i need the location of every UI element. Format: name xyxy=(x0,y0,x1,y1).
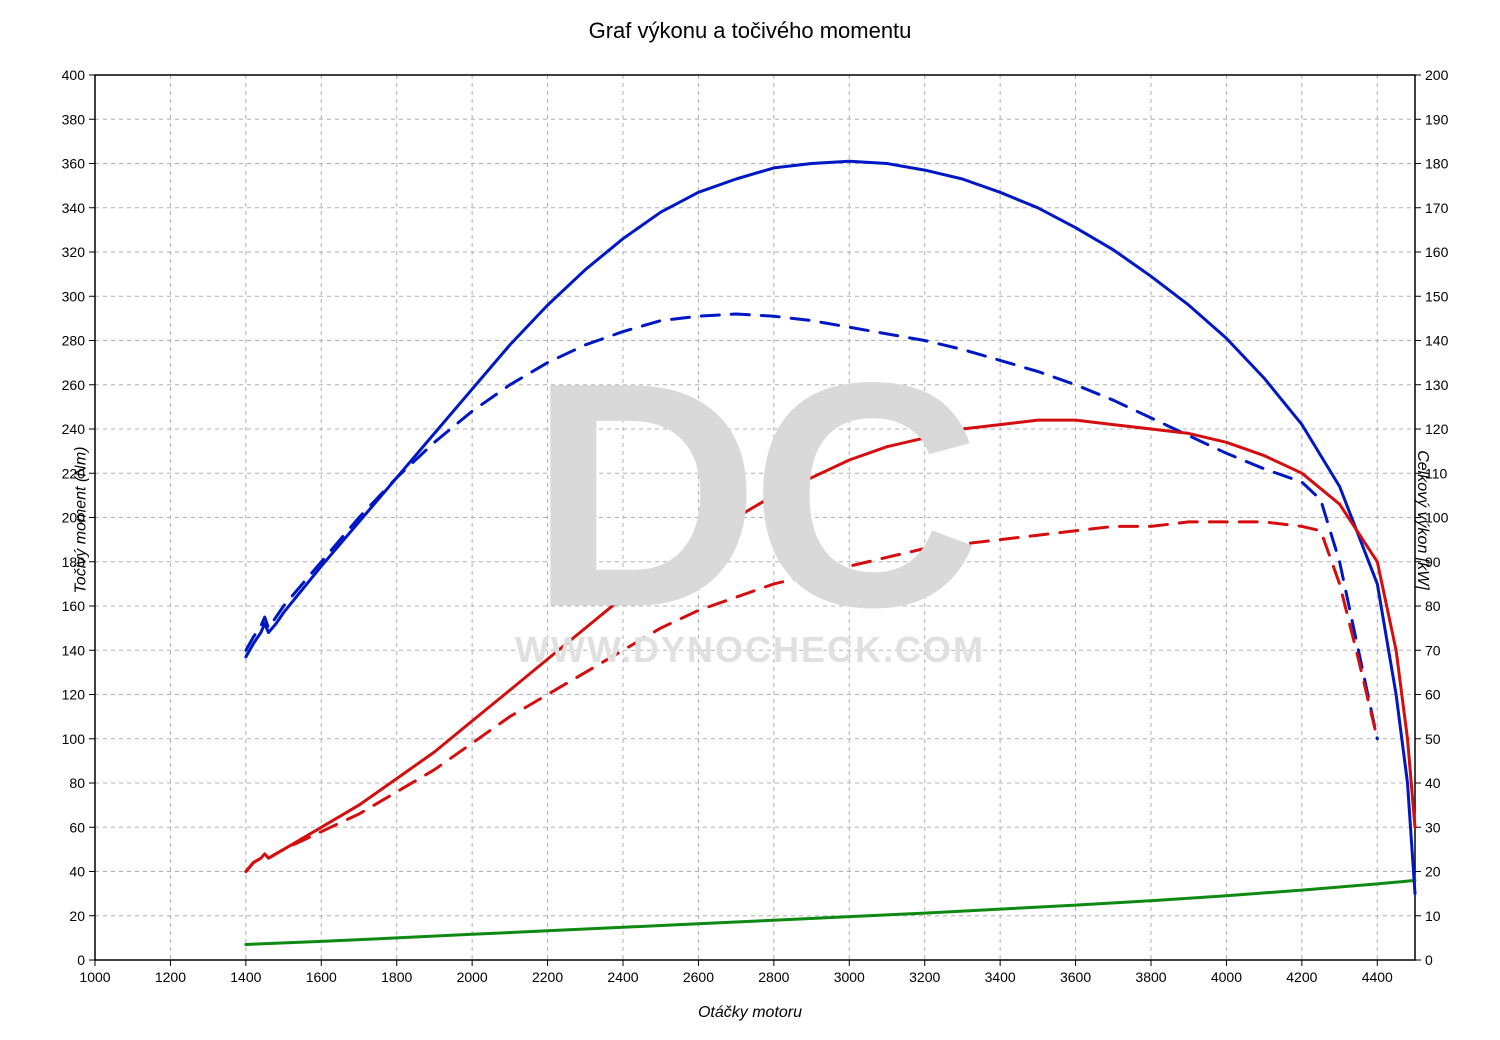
svg-text:3600: 3600 xyxy=(1060,969,1091,985)
svg-text:1800: 1800 xyxy=(381,969,412,985)
chart-svg: 1000120014001600180020002200240026002800… xyxy=(0,0,1500,1040)
y2-axis-label: Celkový výkon [kW] xyxy=(1413,450,1431,590)
svg-text:4400: 4400 xyxy=(1362,969,1393,985)
svg-text:150: 150 xyxy=(1425,288,1449,304)
svg-text:200: 200 xyxy=(1425,67,1449,83)
x-axis-label: Otáčky motoru xyxy=(0,1004,1500,1022)
dyno-chart: Graf výkonu a točivého momentu DC WWW.DY… xyxy=(0,0,1500,1040)
svg-text:2000: 2000 xyxy=(457,969,488,985)
svg-text:30: 30 xyxy=(1425,819,1441,835)
svg-text:1200: 1200 xyxy=(155,969,186,985)
svg-text:170: 170 xyxy=(1425,200,1449,216)
svg-text:3400: 3400 xyxy=(985,969,1016,985)
svg-text:50: 50 xyxy=(1425,731,1441,747)
svg-text:60: 60 xyxy=(1425,687,1441,703)
svg-text:80: 80 xyxy=(1425,598,1441,614)
svg-text:1600: 1600 xyxy=(306,969,337,985)
svg-text:260: 260 xyxy=(62,377,86,393)
svg-text:40: 40 xyxy=(69,864,85,880)
svg-text:4200: 4200 xyxy=(1286,969,1317,985)
svg-text:1400: 1400 xyxy=(230,969,261,985)
svg-text:4000: 4000 xyxy=(1211,969,1242,985)
svg-text:60: 60 xyxy=(69,819,85,835)
svg-text:400: 400 xyxy=(62,67,86,83)
svg-text:300: 300 xyxy=(62,288,86,304)
svg-text:1000: 1000 xyxy=(79,969,110,985)
svg-text:360: 360 xyxy=(62,156,86,172)
svg-text:20: 20 xyxy=(69,908,85,924)
svg-text:240: 240 xyxy=(62,421,86,437)
svg-text:0: 0 xyxy=(1425,952,1433,968)
svg-text:2400: 2400 xyxy=(607,969,638,985)
svg-text:0: 0 xyxy=(77,952,85,968)
svg-text:2200: 2200 xyxy=(532,969,563,985)
svg-text:140: 140 xyxy=(1425,333,1449,349)
svg-text:3800: 3800 xyxy=(1135,969,1166,985)
svg-text:2800: 2800 xyxy=(758,969,789,985)
svg-text:180: 180 xyxy=(1425,156,1449,172)
svg-text:3000: 3000 xyxy=(834,969,865,985)
svg-text:2600: 2600 xyxy=(683,969,714,985)
svg-text:120: 120 xyxy=(1425,421,1449,437)
svg-text:380: 380 xyxy=(62,111,86,127)
svg-text:280: 280 xyxy=(62,333,86,349)
svg-text:10: 10 xyxy=(1425,908,1441,924)
svg-text:70: 70 xyxy=(1425,642,1441,658)
svg-text:140: 140 xyxy=(62,642,86,658)
svg-text:160: 160 xyxy=(1425,244,1449,260)
svg-text:340: 340 xyxy=(62,200,86,216)
y1-axis-label: Točivý moment (Nm) xyxy=(72,447,90,594)
svg-text:40: 40 xyxy=(1425,775,1441,791)
svg-text:190: 190 xyxy=(1425,111,1449,127)
svg-text:160: 160 xyxy=(62,598,86,614)
svg-text:80: 80 xyxy=(69,775,85,791)
svg-text:3200: 3200 xyxy=(909,969,940,985)
chart-title: Graf výkonu a točivého momentu xyxy=(0,18,1500,44)
svg-text:320: 320 xyxy=(62,244,86,260)
svg-text:130: 130 xyxy=(1425,377,1449,393)
svg-text:20: 20 xyxy=(1425,864,1441,880)
svg-text:100: 100 xyxy=(62,731,86,747)
svg-text:120: 120 xyxy=(62,687,86,703)
